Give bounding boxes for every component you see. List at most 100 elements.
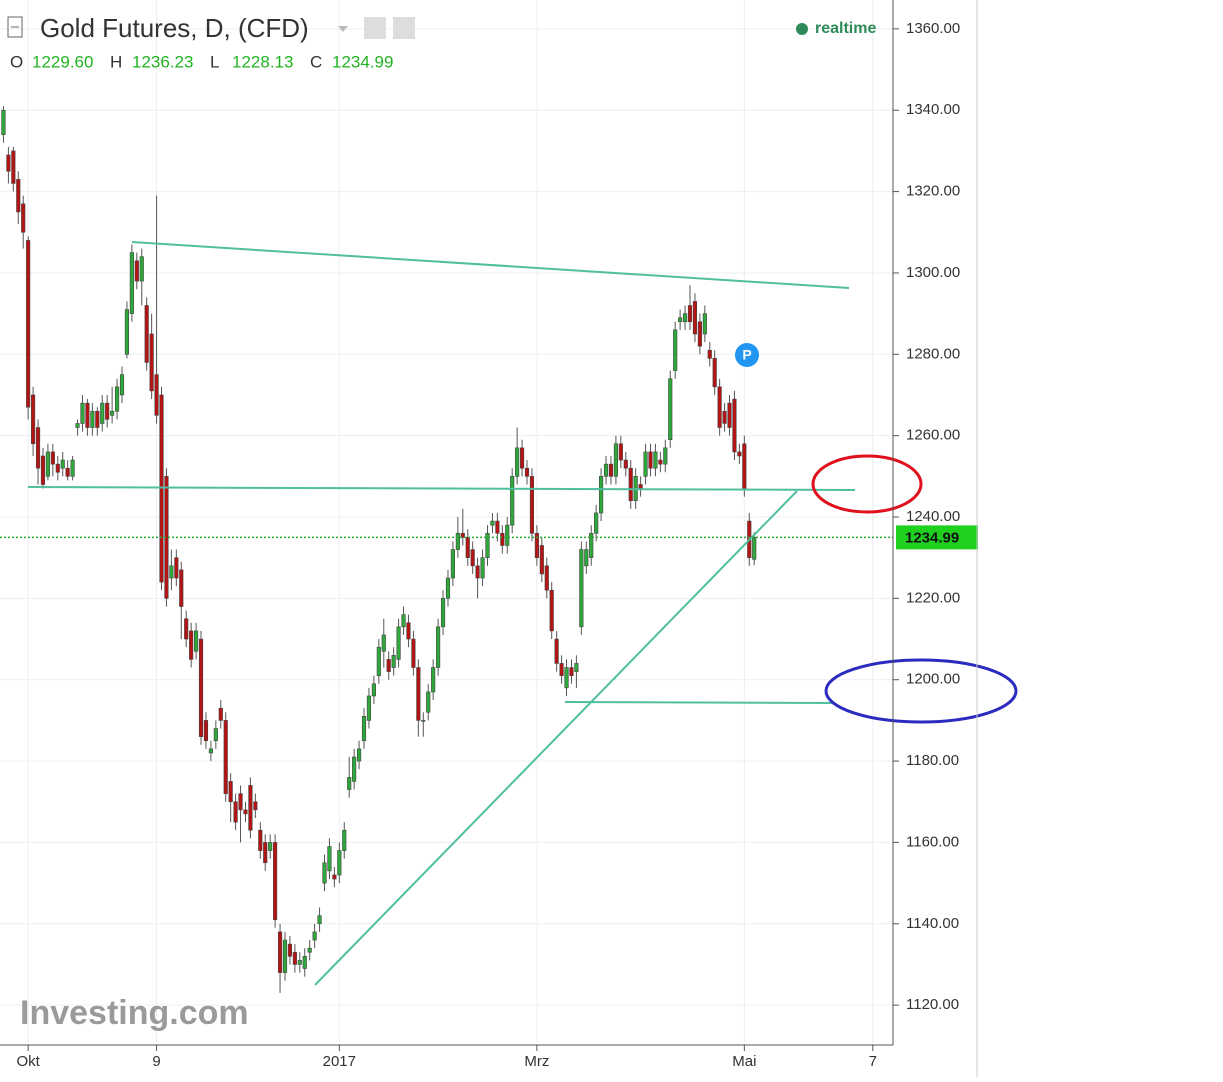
y-tick-label: 1320.00 xyxy=(906,183,960,200)
candle-body xyxy=(436,626,441,668)
last-price-box xyxy=(896,525,978,550)
candle-body xyxy=(460,532,465,538)
trend-line xyxy=(314,490,798,986)
ohlc-key: C xyxy=(310,52,322,71)
x-tick-label: 2017 xyxy=(323,1053,356,1070)
candle-body xyxy=(426,691,431,713)
ohlc-key: L xyxy=(210,52,219,71)
ohlc-value: 1236.23 xyxy=(132,52,193,71)
badge-label: P xyxy=(742,347,751,363)
candle-body xyxy=(524,467,530,477)
candle-body xyxy=(198,638,204,737)
settings-icon[interactable] xyxy=(393,17,415,39)
candle-body xyxy=(638,484,643,489)
candle-body xyxy=(273,842,278,921)
candle-body xyxy=(85,402,90,428)
candle-body xyxy=(361,716,367,742)
candle-body xyxy=(238,793,243,811)
candle-body xyxy=(697,321,702,347)
candle-body xyxy=(470,549,475,567)
candle-body xyxy=(707,349,712,359)
candle-body xyxy=(692,301,698,335)
price-line-group: 1234.99 xyxy=(0,525,978,550)
y-tick-label: 1300.00 xyxy=(906,264,960,281)
candle-body xyxy=(727,402,732,428)
candle-body xyxy=(386,659,391,672)
candle-body xyxy=(11,150,16,184)
candle-body xyxy=(668,378,673,441)
candle-body xyxy=(218,707,223,721)
candle-body xyxy=(594,512,599,534)
candle-body xyxy=(169,565,174,579)
candle-body xyxy=(613,443,618,477)
candle-body xyxy=(618,443,623,461)
chart-title: Gold Futures, D, (CFD) xyxy=(40,13,309,43)
candle-body xyxy=(396,626,401,660)
realtime-label: realtime xyxy=(815,20,876,37)
candle-body xyxy=(608,463,614,477)
candle-body xyxy=(752,537,757,560)
badge[interactable] xyxy=(735,343,759,367)
candle-body xyxy=(391,655,396,668)
drawings xyxy=(27,241,856,986)
candle-body xyxy=(702,313,707,335)
candle-body xyxy=(579,549,584,628)
candle-body xyxy=(465,537,470,558)
candle-body xyxy=(549,589,554,632)
candle-body xyxy=(376,646,381,676)
x-tick-label: 9 xyxy=(152,1053,160,1070)
ohlc-value: 1229.60 xyxy=(32,52,93,71)
candle-body xyxy=(277,931,283,973)
candle-body xyxy=(623,459,628,469)
candle-body xyxy=(658,459,663,465)
y-tick-label: 1160.00 xyxy=(906,833,959,850)
candle-body xyxy=(401,614,406,628)
candle-body xyxy=(317,915,322,925)
candle-body xyxy=(184,618,189,640)
candle-body xyxy=(228,781,233,803)
candle-body xyxy=(119,374,125,396)
candle-body xyxy=(554,638,559,664)
candle-body xyxy=(416,667,421,721)
candle-body xyxy=(21,203,26,233)
candle-body xyxy=(1,109,6,135)
y-tick-label: 1280.00 xyxy=(906,345,960,362)
y-tick-label: 1180.00 xyxy=(906,752,959,769)
candle-body xyxy=(40,455,46,485)
candle-body xyxy=(673,329,678,371)
realtime-dot xyxy=(796,23,808,35)
candle-body xyxy=(114,386,120,412)
candle-body xyxy=(263,842,268,864)
candle-body xyxy=(366,695,372,721)
candle-body xyxy=(603,463,609,477)
watermark: Investing.com xyxy=(20,994,249,1032)
candle-body xyxy=(233,801,238,823)
candle-body xyxy=(268,842,273,851)
candle-body xyxy=(569,667,574,676)
candle-body xyxy=(144,305,149,363)
candle-body xyxy=(282,939,288,973)
ohlc-value: 1234.99 xyxy=(332,52,393,71)
trend-line xyxy=(27,486,856,491)
candle-body xyxy=(574,663,579,672)
last-price-label: 1234.99 xyxy=(905,529,959,546)
candle-body xyxy=(60,459,65,469)
candle-body xyxy=(599,476,604,514)
candle-body xyxy=(95,410,100,428)
candle-body xyxy=(717,386,722,428)
candle-body xyxy=(589,532,594,558)
collapse-icon[interactable] xyxy=(7,16,23,38)
eye-icon[interactable] xyxy=(364,17,386,39)
candle-body xyxy=(500,532,505,546)
candle-body xyxy=(371,683,376,697)
trend-line xyxy=(564,701,834,704)
candle-body xyxy=(100,402,105,424)
candle-body xyxy=(26,240,31,408)
ohlc-key: O xyxy=(10,52,23,71)
dropdown-arrow[interactable] xyxy=(338,26,348,32)
candle-body xyxy=(732,398,737,453)
candle-body xyxy=(6,154,11,172)
candle-body xyxy=(90,410,95,428)
candle-body xyxy=(421,720,426,722)
